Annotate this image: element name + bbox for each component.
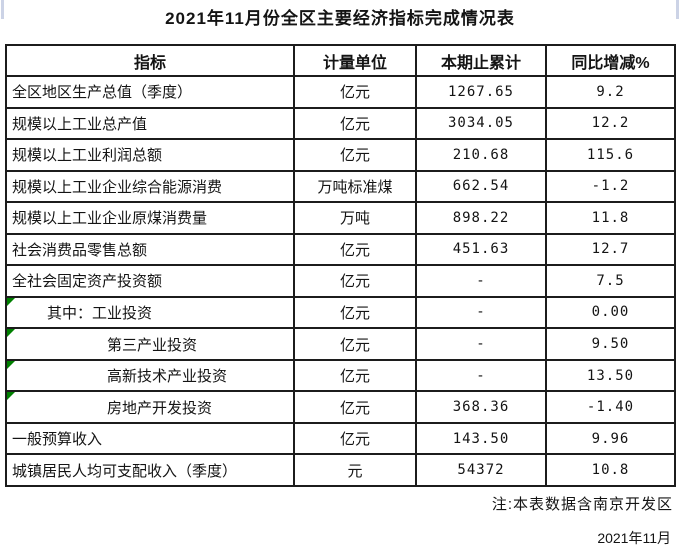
yoy-cell: 115.6	[545, 138, 676, 172]
cumulative-cell: -	[415, 327, 547, 361]
cumulative-cell: 451.63	[415, 232, 547, 267]
cumulative-cell: 1267.65	[415, 75, 547, 109]
cell-error-flag-icon	[8, 393, 15, 401]
right-edge-line	[676, 0, 679, 19]
table-row: 高新技术产业投资 亿元 - 13.50	[5, 358, 676, 393]
indicator-label: 规模以上工业利润总额	[12, 147, 163, 165]
unit-cell: 亿元	[293, 390, 417, 424]
table-row: 规模以上工业企业原煤消费量 万吨 898.22 11.8	[5, 201, 676, 235]
report-date: 2021年11月	[597, 530, 671, 546]
yoy-cell: 12.7	[545, 232, 676, 267]
table-row: 全区地区生产总值（季度） 亿元 1267.65 9.2	[5, 75, 676, 109]
yoy-cell: 11.8	[545, 201, 676, 235]
indicator-label: 城镇居民人均可支配收入（季度）	[12, 462, 238, 480]
yoy-cell: 9.2	[545, 75, 676, 109]
indicator-label: 一般预算收入	[12, 431, 103, 449]
indicator-label: 其中：工业投资	[47, 304, 153, 322]
cumulative-cell: -	[415, 295, 547, 330]
indicator-label: 高新技术产业投资	[107, 368, 228, 386]
header-row: 指标 计量单位 本期止累计 同比增减%	[5, 44, 676, 77]
indicator-label: 房地产开发投资	[107, 399, 213, 417]
table-row: 社会消费品零售总额 亿元 451.63 12.7	[5, 232, 676, 267]
col-header-unit: 计量单位	[293, 44, 417, 77]
indicators-table: 指标 计量单位 本期止累计 同比增减% 全区地区生产总值（季度） 亿元 1267…	[5, 44, 676, 487]
unit-cell: 亿元	[293, 264, 417, 298]
table-row: 房地产开发投资 亿元 368.36 -1.40	[5, 390, 676, 424]
yoy-cell: 10.8	[545, 453, 676, 487]
page-title: 2021年11月份全区主要经济指标完成情况表	[165, 9, 515, 28]
unit-cell: 万吨	[293, 201, 417, 235]
yoy-cell: 13.50	[545, 358, 676, 393]
unit-cell: 亿元	[293, 232, 417, 267]
yoy-cell: 9.96	[545, 421, 676, 456]
unit-cell: 亿元	[293, 295, 417, 330]
yoy-cell: 7.5	[545, 264, 676, 298]
unit-cell: 亿元	[293, 421, 417, 456]
footnote: 注:本表数据含南京开发区	[491, 496, 673, 513]
table-row: 规模以上工业利润总额 亿元 210.68 115.6	[5, 138, 676, 172]
col-header-yoy: 同比增减%	[545, 44, 676, 77]
table-row: 规模以上工业总产值 亿元 3034.05 12.2	[5, 106, 676, 141]
cell-error-flag-icon	[8, 330, 15, 338]
cumulative-cell: -	[415, 264, 547, 298]
table-row: 一般预算收入 亿元 143.50 9.96	[5, 421, 676, 456]
table-row: 城镇居民人均可支配收入（季度） 元 54372 10.8	[5, 453, 676, 487]
indicator-label: 全社会固定资产投资额	[12, 273, 163, 291]
indicator-label: 规模以上工业企业原煤消费量	[12, 210, 208, 228]
unit-cell: 元	[293, 453, 417, 487]
unit-cell: 亿元	[293, 358, 417, 393]
table-row: 其中：工业投资 亿元 - 0.00	[5, 295, 676, 330]
unit-cell: 亿元	[293, 75, 417, 109]
cumulative-cell: 898.22	[415, 201, 547, 235]
cell-error-flag-icon	[8, 361, 15, 369]
cumulative-cell: 143.50	[415, 421, 547, 456]
indicator-label: 全区地区生产总值（季度）	[12, 84, 193, 102]
col-header-cumulative: 本期止累计	[415, 44, 547, 77]
yoy-cell: -1.2	[545, 169, 676, 204]
cumulative-cell: 54372	[415, 453, 547, 487]
cell-error-flag-icon	[8, 298, 15, 306]
yoy-cell: 9.50	[545, 327, 676, 361]
col-header-indicator: 指标	[5, 44, 295, 77]
cumulative-cell: 210.68	[415, 138, 547, 172]
cumulative-cell: 368.36	[415, 390, 547, 424]
yoy-cell: 0.00	[545, 295, 676, 330]
unit-cell: 亿元	[293, 327, 417, 361]
table-row: 第三产业投资 亿元 - 9.50	[5, 327, 676, 361]
indicator-label: 社会消费品零售总额	[12, 241, 148, 259]
unit-cell: 亿元	[293, 106, 417, 141]
cumulative-cell: 662.54	[415, 169, 547, 204]
table-row: 规模以上工业企业综合能源消费 万吨标准煤 662.54 -1.2	[5, 169, 676, 204]
table-row: 全社会固定资产投资额 亿元 - 7.5	[5, 264, 676, 298]
indicator-label: 规模以上工业总产值	[12, 115, 148, 133]
cumulative-cell: 3034.05	[415, 106, 547, 141]
yoy-cell: 12.2	[545, 106, 676, 141]
indicator-label: 第三产业投资	[107, 336, 198, 354]
yoy-cell: -1.40	[545, 390, 676, 424]
unit-cell: 亿元	[293, 138, 417, 172]
left-edge-line	[1, 0, 4, 19]
cumulative-cell: -	[415, 358, 547, 393]
unit-cell: 万吨标准煤	[293, 169, 417, 204]
indicator-label: 规模以上工业企业综合能源消费	[12, 178, 223, 196]
